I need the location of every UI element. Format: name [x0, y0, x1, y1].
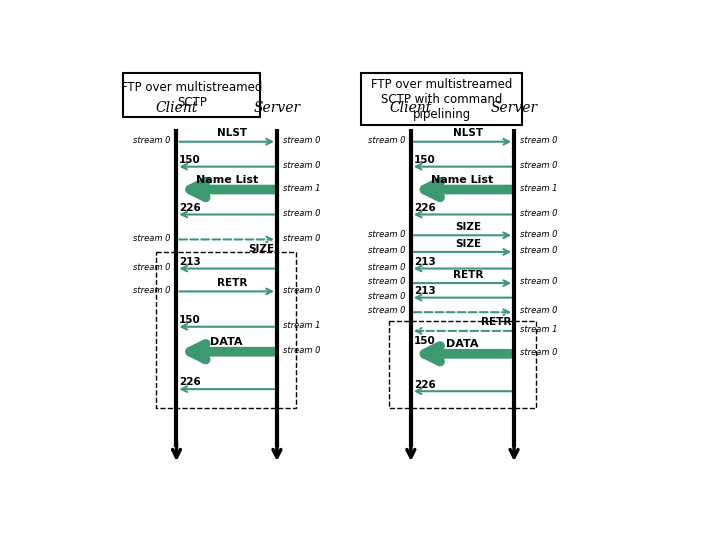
- Text: 213: 213: [179, 257, 201, 267]
- Text: stream 0: stream 0: [368, 246, 405, 255]
- Text: 213: 213: [413, 286, 436, 296]
- Text: 226: 226: [413, 203, 436, 213]
- Text: SIZE: SIZE: [455, 222, 481, 232]
- Text: stream 0: stream 0: [133, 136, 171, 145]
- Text: FTP over multistreamed
SCTP with command
pipelining: FTP over multistreamed SCTP with command…: [371, 78, 512, 120]
- Text: FTP over multistreamed
SCTP: FTP over multistreamed SCTP: [121, 81, 263, 109]
- Text: DATA: DATA: [210, 337, 243, 347]
- Text: stream 0: stream 0: [520, 278, 557, 286]
- Bar: [156, 252, 297, 408]
- Text: stream 0: stream 0: [368, 230, 405, 239]
- Text: SIZE: SIZE: [248, 245, 274, 254]
- Text: stream 0: stream 0: [133, 263, 171, 272]
- Text: stream 0: stream 0: [133, 234, 171, 242]
- Text: stream 0: stream 0: [520, 136, 557, 145]
- Bar: [389, 321, 536, 408]
- Text: RETR: RETR: [217, 278, 248, 288]
- Text: stream 0: stream 0: [520, 307, 557, 315]
- Text: 226: 226: [413, 380, 436, 389]
- Text: SIZE: SIZE: [455, 239, 481, 248]
- Text: RETR: RETR: [481, 317, 511, 327]
- Text: Server: Server: [253, 100, 300, 114]
- Text: 226: 226: [179, 377, 201, 388]
- Text: stream 0: stream 0: [368, 278, 405, 286]
- Text: stream 0: stream 0: [368, 136, 405, 145]
- Text: stream 0: stream 0: [520, 230, 557, 239]
- Text: Client: Client: [390, 100, 432, 114]
- Text: stream 0: stream 0: [282, 346, 320, 355]
- Text: stream 1: stream 1: [282, 184, 320, 193]
- Text: 226: 226: [179, 203, 201, 213]
- Text: stream 0: stream 0: [282, 161, 320, 170]
- Bar: [361, 73, 523, 125]
- Text: stream 0: stream 0: [520, 246, 557, 255]
- Text: Server: Server: [490, 100, 538, 114]
- Text: stream 1: stream 1: [520, 325, 557, 334]
- Text: stream 0: stream 0: [282, 234, 320, 242]
- Text: stream 0: stream 0: [368, 263, 405, 272]
- Text: DATA: DATA: [446, 339, 479, 349]
- Text: 150: 150: [179, 315, 201, 325]
- Text: 213: 213: [413, 257, 436, 267]
- Text: stream 1: stream 1: [520, 184, 557, 193]
- Text: 150: 150: [179, 155, 201, 165]
- Text: RETR: RETR: [453, 270, 483, 280]
- Text: NLST: NLST: [217, 129, 248, 138]
- Text: Name List: Name List: [196, 174, 258, 185]
- Text: NLST: NLST: [453, 129, 483, 138]
- Text: stream 0: stream 0: [520, 161, 557, 170]
- Text: stream 0: stream 0: [520, 348, 557, 357]
- Text: stream 1: stream 1: [282, 321, 320, 330]
- Text: stream 0: stream 0: [368, 307, 405, 315]
- Bar: [124, 73, 260, 117]
- Text: 150: 150: [413, 155, 436, 165]
- Text: stream 0: stream 0: [282, 286, 320, 295]
- Text: stream 0: stream 0: [520, 209, 557, 218]
- Text: 150: 150: [413, 336, 436, 346]
- Text: stream 0: stream 0: [282, 209, 320, 218]
- Text: stream 0: stream 0: [133, 286, 171, 295]
- Text: Name List: Name List: [431, 174, 494, 185]
- Text: stream 0: stream 0: [368, 292, 405, 301]
- Text: Client: Client: [156, 100, 198, 114]
- Text: stream 0: stream 0: [282, 136, 320, 145]
